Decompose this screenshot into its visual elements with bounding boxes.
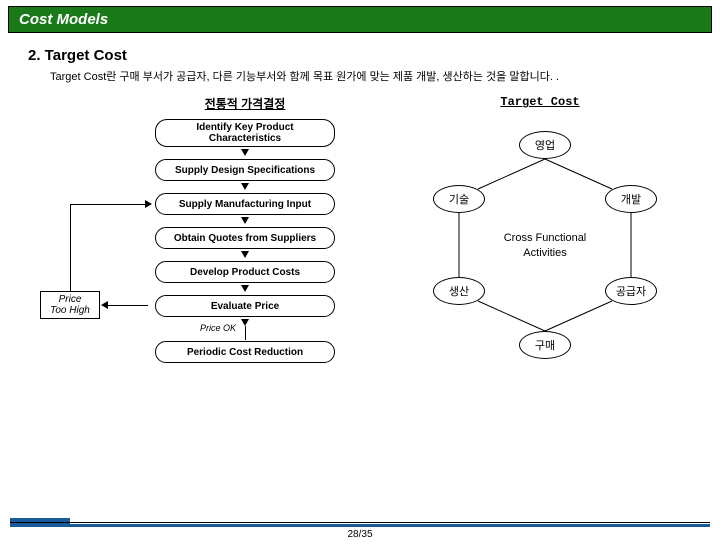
node-technology: 기술	[433, 185, 485, 213]
connector-line	[70, 204, 71, 291]
flow-step-4: Obtain Quotes from Suppliers	[155, 227, 335, 249]
flow-step-5: Develop Product Costs	[155, 261, 335, 283]
arrow-down-icon	[241, 217, 249, 224]
flow-step-7: Periodic Cost Reduction	[155, 341, 335, 363]
arrow-right-icon	[145, 200, 152, 208]
node-production: 생산	[433, 277, 485, 305]
node-purchasing: 구매	[519, 331, 571, 359]
flow-step-6: Evaluate Price	[155, 295, 335, 317]
node-development: 개발	[605, 185, 657, 213]
arrow-left-icon	[101, 301, 108, 309]
arrow-down-icon	[241, 149, 249, 156]
page-number: 28/35	[0, 529, 720, 540]
header-title: Cost Models	[19, 11, 108, 28]
center-label: Cross FunctionalActivities	[490, 231, 600, 260]
node-sales: 영업	[519, 131, 571, 159]
price-ok-label: Price OK	[200, 323, 236, 333]
flow-step-1: Identify Key ProductCharacteristics	[155, 119, 335, 147]
connector-line	[108, 305, 148, 306]
flow-step-3: Supply Manufacturing Input	[155, 193, 335, 215]
section-title: 2. Target Cost	[28, 47, 720, 64]
footer-bar	[10, 522, 710, 526]
page-header: Cost Models	[8, 6, 712, 33]
arrow-down-icon	[241, 251, 249, 258]
arrow-down-icon	[241, 285, 249, 292]
right-column-title: Target Cost	[470, 95, 610, 109]
section-description: Target Cost란 구매 부서가 공급자, 다른 기능부서와 함께 목표 …	[50, 70, 680, 85]
diagram-area: 전통적 가격결정 Target Cost Identify Key Produc…	[0, 95, 720, 475]
feedback-box: PriceToo High	[40, 291, 100, 319]
node-supplier: 공급자	[605, 277, 657, 305]
arrow-down-icon	[241, 183, 249, 190]
flow-step-2: Supply Design Specifications	[155, 159, 335, 181]
connector-line	[245, 326, 246, 340]
arrow-down-icon	[241, 319, 249, 326]
connector-line	[70, 204, 148, 205]
left-column-title: 전통적 가격결정	[170, 95, 320, 112]
